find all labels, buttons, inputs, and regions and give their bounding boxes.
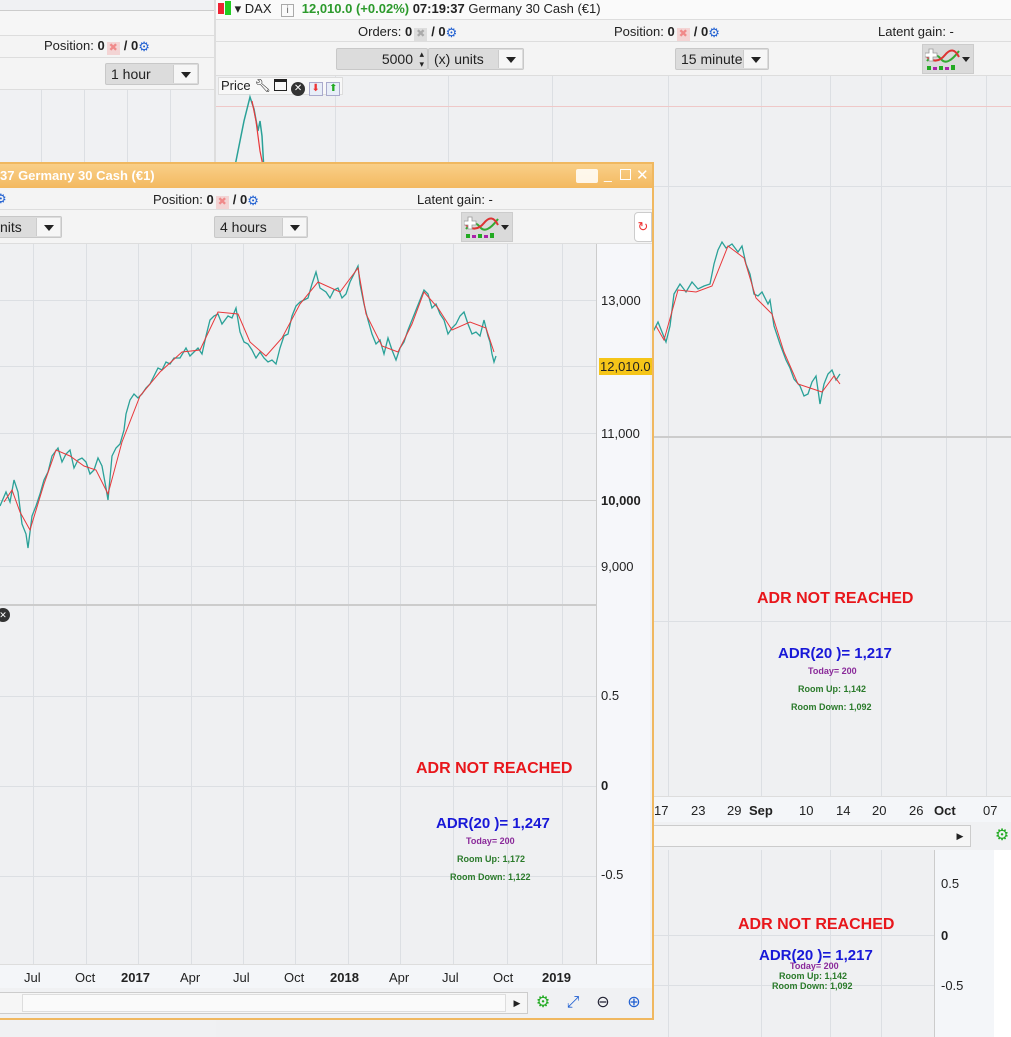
add-indicator-button[interactable]	[922, 44, 974, 74]
instrument-name: Germany 30 Cash (€1)	[468, 1, 601, 16]
price-series	[0, 263, 497, 549]
gear-icon[interactable]: ⚙	[445, 25, 458, 40]
close-panel-icon[interactable]: ✕	[0, 608, 10, 622]
adr-status: ADR NOT REACHED	[416, 760, 573, 777]
price-y-axis: 13,000 12,010.0 11,000 10,000 9,000	[596, 244, 652, 604]
gear-icon[interactable]: ⚙	[708, 25, 720, 40]
adr-status: ADR NOT REACHED	[757, 590, 914, 607]
keyboard-icon[interactable]	[576, 169, 598, 183]
adr-today: Today= 200	[790, 961, 839, 971]
chevron-down-icon	[498, 50, 522, 68]
chart-settings-icon[interactable]: ⚙	[535, 994, 551, 1011]
close-position-icon[interactable]: ✖	[676, 28, 690, 41]
chevron-down-icon	[173, 65, 197, 83]
zoom-in-icon[interactable]: ⊕	[627, 994, 641, 1011]
maximize-button[interactable]	[620, 169, 631, 180]
quantity-stepper[interactable]: 5000 ▴ ▾	[336, 48, 428, 70]
zoom-out-icon[interactable]: ⊖	[596, 994, 610, 1011]
adr-today: Today= 200	[808, 666, 857, 676]
add-indicator-button[interactable]	[461, 212, 513, 242]
move-down-icon[interactable]: ⬇	[308, 82, 323, 96]
scroll-thumb[interactable]	[22, 994, 506, 1012]
close-position-icon[interactable]: ✖	[215, 196, 229, 209]
adr-value: ADR(20 )= 1,217	[759, 947, 873, 964]
oscillator-panel: ✕ ADR NOT REACHED ADR(20 )= 1,247 Today=…	[0, 604, 596, 964]
timeframe-select[interactable]: 4 hours	[214, 216, 308, 238]
minimize-button[interactable]: _	[604, 166, 612, 182]
timeframe-select[interactable]: 15 minutes	[675, 48, 769, 70]
oscillator-y-axis: 0.5 0 -0.5	[934, 850, 994, 1037]
close-position-icon[interactable]: ✖	[106, 42, 120, 55]
unit-select[interactable]: (x) units	[428, 48, 524, 70]
adr-value: ADR(20 )= 1,247	[436, 815, 550, 832]
scroll-right-button[interactable]: ▶	[513, 998, 521, 1008]
price-chart[interactable]	[0, 244, 596, 604]
horizontal-scrollbar[interactable]: ▶	[0, 992, 528, 1014]
title-bar[interactable]: 37 Germany 30 Cash (€1) _ ✕	[0, 164, 652, 188]
wrench-icon[interactable]: 🔧︎	[254, 78, 271, 93]
germany30-4h-chart-window: 37 Germany 30 Cash (€1) _ ✕ ⚙ Position: …	[0, 162, 654, 1020]
adr-value: ADR(20 )= 1,217	[778, 645, 892, 662]
chevron-down-icon	[743, 50, 767, 68]
oscillator-y-axis: 0.5 0 -0.5	[596, 604, 650, 964]
zoom-fit-icon[interactable]: ⤢	[566, 994, 580, 1011]
info-icon[interactable]: i	[281, 4, 295, 17]
instrument-header: ▾ DAX i 12,010.0 (+0.02%) 07:19:37 Germa…	[218, 1, 601, 17]
close-panel-icon[interactable]: ✕	[291, 82, 306, 96]
adr-today: Today= 200	[466, 836, 515, 846]
adr-room-down: Room Down: 1,092	[772, 981, 853, 991]
price-panel-label: Price	[221, 78, 251, 93]
orders-info: Orders: 0 ✖/ 0⚙	[358, 24, 458, 41]
indicator-icon	[925, 48, 960, 70]
price-series	[652, 240, 841, 405]
instrument-dropdown[interactable]: ▾ DAX	[234, 1, 272, 16]
chart-settings-icon[interactable]: ⚙	[994, 827, 1010, 844]
gear-icon[interactable]: ⚙	[247, 193, 259, 208]
x-axis: Jul Oct 2017 Apr Jul Oct 2018 Apr Jul Oc…	[0, 964, 652, 988]
adr-status: ADR NOT REACHED	[738, 916, 895, 933]
position-info: Position: 0 ✖/ 0⚙	[153, 192, 259, 209]
window-title: 37 Germany 30 Cash (€1)	[0, 168, 155, 183]
chevron-down-icon	[501, 225, 509, 230]
price-panel-toolbar: Price 🔧︎ ✕ ⬇ ⬆	[218, 77, 344, 96]
candlestick-icon	[218, 3, 224, 14]
gear-icon[interactable]: ⚙	[138, 39, 150, 54]
sync-toggle-button[interactable]: ↻	[634, 212, 652, 242]
unit-select[interactable]: nits	[0, 216, 62, 238]
timestamp: 07:19:37	[412, 1, 465, 16]
price-change: 12,010.0 (+0.02%)	[301, 1, 410, 16]
latent-gain: Latent gain: -	[417, 192, 493, 207]
scroll-right-button[interactable]: ▶	[956, 831, 964, 841]
price-series-fragment	[233, 94, 265, 171]
gear-icon[interactable]: ⚙	[0, 191, 7, 207]
window-icon[interactable]	[274, 79, 288, 91]
close-button[interactable]: ✕	[636, 167, 649, 184]
adr-room-up: Room Up: 1,172	[457, 854, 526, 864]
current-price-tag: 12,010.0	[599, 358, 652, 375]
chevron-down-icon	[36, 218, 60, 236]
adr-room-up: Room Up: 1,142	[779, 971, 848, 981]
chevron-down-icon	[962, 57, 970, 62]
indicator-icon	[464, 216, 499, 238]
cancel-orders-icon[interactable]: ✖	[414, 28, 428, 41]
back-left-chart-window: Position: 0 ✖/ 0⚙ 1 hour	[0, 0, 216, 170]
timeframe-select[interactable]: 1 hour	[105, 63, 199, 85]
latent-gain: Latent gain: -	[878, 24, 954, 39]
adr-room-up: Room Up: 1,142	[798, 684, 867, 694]
chevron-down-icon	[282, 218, 306, 236]
adr-room-down: Room Down: 1,092	[791, 702, 872, 712]
move-up-icon[interactable]: ⬆	[326, 82, 341, 96]
position-info: Position: 0 ✖/ 0⚙	[614, 24, 720, 41]
adr-room-down: Room Down: 1,122	[450, 872, 531, 882]
position-info: Position: 0 ✖/ 0⚙	[44, 38, 150, 55]
